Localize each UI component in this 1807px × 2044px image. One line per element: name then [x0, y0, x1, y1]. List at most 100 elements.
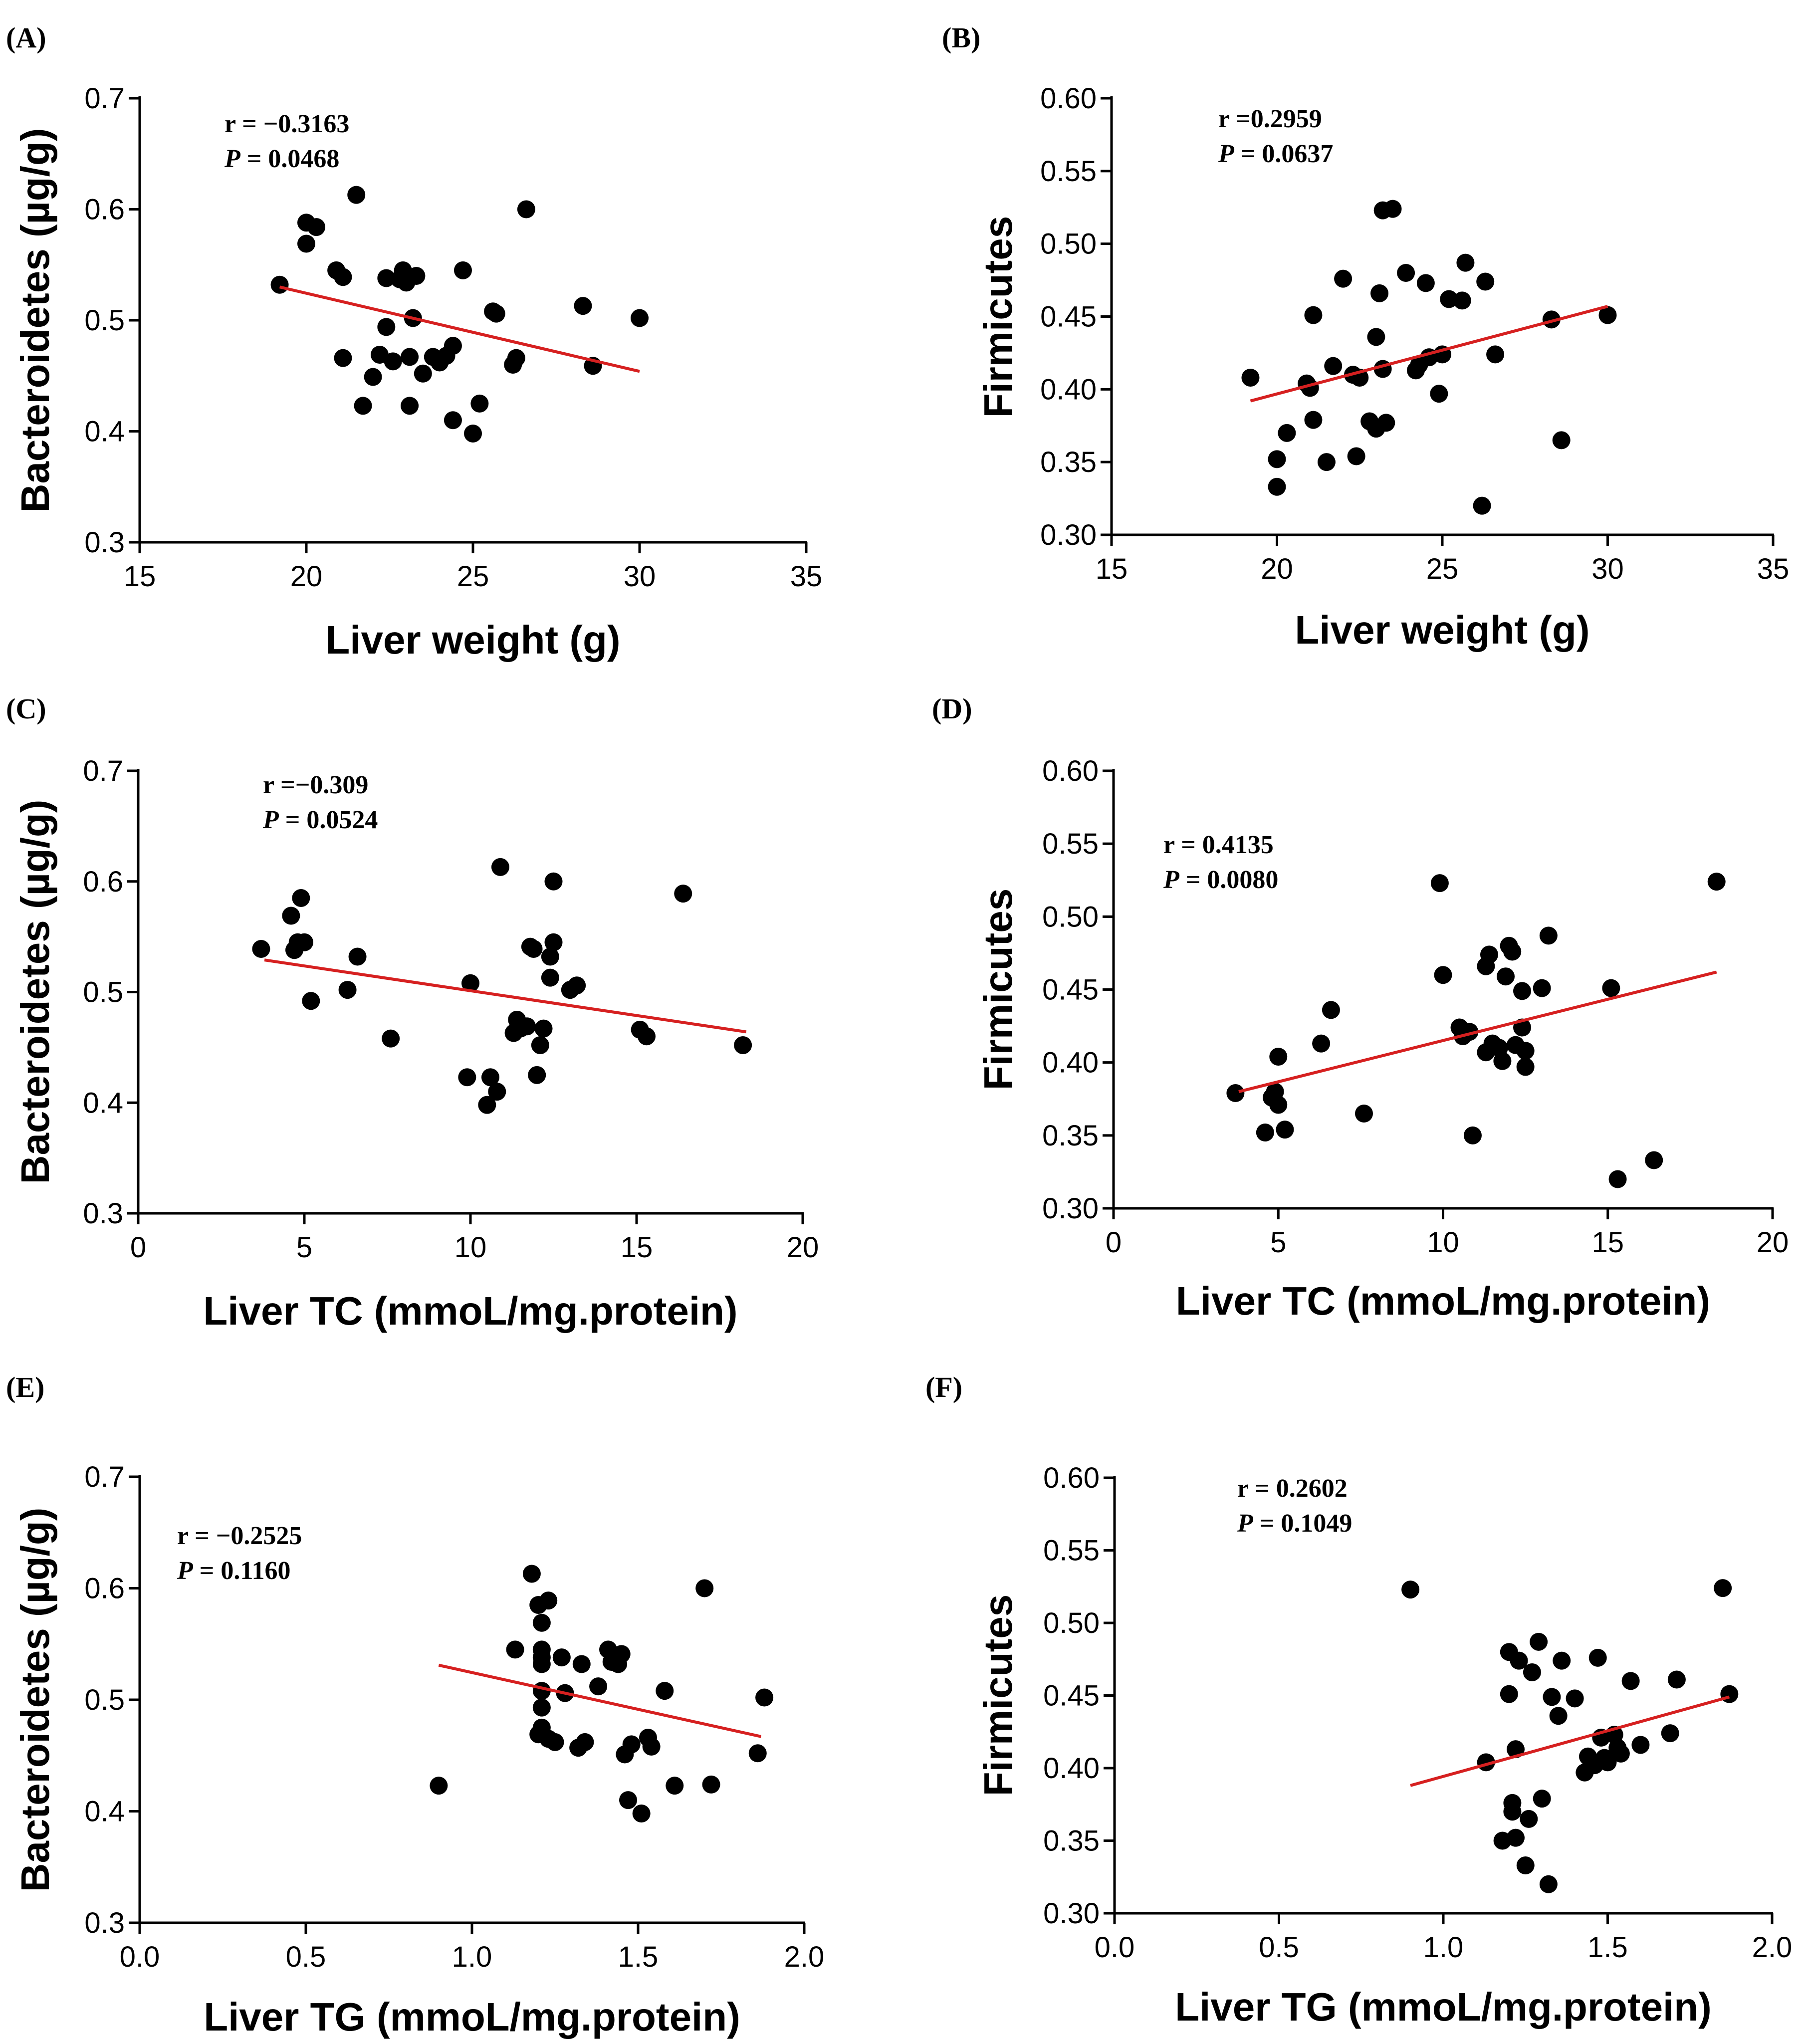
x-tick-label: 30 — [624, 560, 656, 593]
x-tick-label: 20 — [1261, 553, 1293, 585]
data-point — [347, 186, 366, 204]
fit-line — [438, 1663, 762, 1738]
r-label: r = — [225, 110, 263, 138]
data-point — [748, 1744, 767, 1763]
r-value: r = −0.3163 — [225, 110, 349, 138]
panel-c: (C) 0 5 10 15 20 0.3 0.4 0.5 0.6 0.7 Liver TC (mmoL… — [6, 692, 819, 1333]
data-point — [539, 1591, 558, 1610]
data-point — [1602, 979, 1620, 997]
x-tick-label: 20 — [290, 560, 323, 593]
data-point — [528, 1066, 546, 1084]
data-point — [1714, 1579, 1732, 1597]
p-label: P — [177, 1557, 194, 1585]
panel-label: (F) — [925, 1371, 962, 1403]
data-point — [1539, 1875, 1558, 1893]
y-tick-label: 0.5 — [83, 976, 123, 1009]
data-point — [487, 304, 505, 323]
y-tick-label: 0.6 — [84, 1573, 125, 1605]
data-point — [631, 309, 649, 327]
data-point — [524, 940, 543, 958]
data-point — [1377, 414, 1395, 432]
data-point — [401, 348, 419, 366]
data-point — [1513, 982, 1532, 1000]
r-value: r = 0.4135 — [1163, 831, 1274, 859]
r-number: −0.2525 — [216, 1522, 302, 1550]
x-tick-label: 5 — [1270, 1226, 1286, 1259]
data-point — [619, 1791, 638, 1810]
data-point — [1493, 1052, 1512, 1070]
data-point — [507, 349, 525, 367]
x-tick-label: 20 — [1757, 1226, 1789, 1259]
data-point — [384, 352, 402, 371]
data-point — [1552, 431, 1571, 450]
data-point — [338, 981, 357, 999]
data-point — [544, 872, 563, 891]
data-point — [734, 1036, 752, 1054]
panel-label: (B) — [942, 21, 980, 54]
data-point — [407, 267, 426, 285]
y-tick-label: 0.3 — [83, 1197, 123, 1230]
x-tick-label: 1.5 — [1587, 1931, 1628, 1964]
y-tick-label: 0.55 — [1043, 1535, 1100, 1567]
y-tick-label: 0.50 — [1042, 901, 1099, 933]
data-point — [532, 1613, 551, 1632]
data-point — [572, 1655, 591, 1673]
p-label: P — [1218, 140, 1235, 168]
x-tick-label: 2.0 — [784, 1941, 825, 1973]
data-point — [1463, 1126, 1482, 1144]
data-point — [552, 1648, 571, 1667]
fit-line — [1410, 1695, 1730, 1787]
data-point — [1645, 1151, 1663, 1169]
data-point — [1621, 1672, 1640, 1690]
y-tick-label: 0.6 — [84, 194, 125, 226]
data-point — [702, 1775, 720, 1794]
fit-line — [1238, 970, 1717, 1094]
y-axis-title: Bacteroidetes (µg/g) — [13, 1508, 57, 1892]
data-point — [1278, 424, 1296, 442]
panel-d: (D) 0 5 10 15 20 0.30 0.35 0.40 0.45 0.50 0.55 0.60 L… — [932, 692, 1789, 1323]
data-point — [1516, 1042, 1535, 1060]
panel-label: (C) — [6, 692, 46, 725]
data-point — [518, 1017, 536, 1036]
data-point — [568, 976, 586, 995]
data-point — [377, 318, 396, 336]
data-point — [1456, 253, 1475, 272]
x-axis-title: Liver weight (g) — [1295, 608, 1589, 652]
panel-label: (E) — [6, 1371, 44, 1403]
data-point — [1453, 291, 1471, 310]
x-axis-title: Liver TG (mmoL/mg.protein) — [1175, 1985, 1712, 2029]
data-point — [1516, 1058, 1535, 1076]
data-point — [1480, 945, 1498, 964]
data-point — [453, 261, 472, 279]
x-tick-label: 0 — [130, 1231, 146, 1264]
data-point — [458, 1068, 476, 1087]
data-point — [1370, 284, 1389, 302]
data-point — [302, 992, 320, 1010]
data-point — [1355, 1104, 1373, 1123]
data-point — [1276, 1121, 1294, 1139]
fit-line — [279, 285, 640, 373]
data-point — [297, 234, 315, 253]
y-axis-title: Firmicutes — [976, 1594, 1020, 1797]
y-tick-label: 0.7 — [84, 1461, 125, 1493]
fit-line — [1250, 305, 1608, 403]
x-tick-label: 5 — [296, 1231, 312, 1264]
y-tick-label: 0.30 — [1042, 1192, 1099, 1225]
data-point — [546, 1733, 564, 1751]
data-point — [1543, 1688, 1561, 1706]
data-point — [464, 424, 482, 443]
y-tick-label: 0.4 — [84, 1796, 125, 1828]
data-point — [1549, 1707, 1568, 1725]
data-point — [1430, 874, 1449, 893]
x-tick-label: 0.0 — [120, 1941, 160, 1973]
r-number: −0.3163 — [263, 110, 350, 138]
data-point — [1500, 1685, 1518, 1703]
data-point — [517, 200, 535, 219]
x-tick-label: 35 — [790, 560, 823, 593]
panel-label: (D) — [932, 692, 972, 725]
data-point — [1430, 385, 1448, 403]
y-axis-title: Bacteroidetes (µg/g) — [13, 128, 57, 513]
p-value: P = 0.1049 — [1237, 1509, 1352, 1538]
data-point — [1611, 1744, 1630, 1763]
data-point — [488, 1083, 506, 1101]
